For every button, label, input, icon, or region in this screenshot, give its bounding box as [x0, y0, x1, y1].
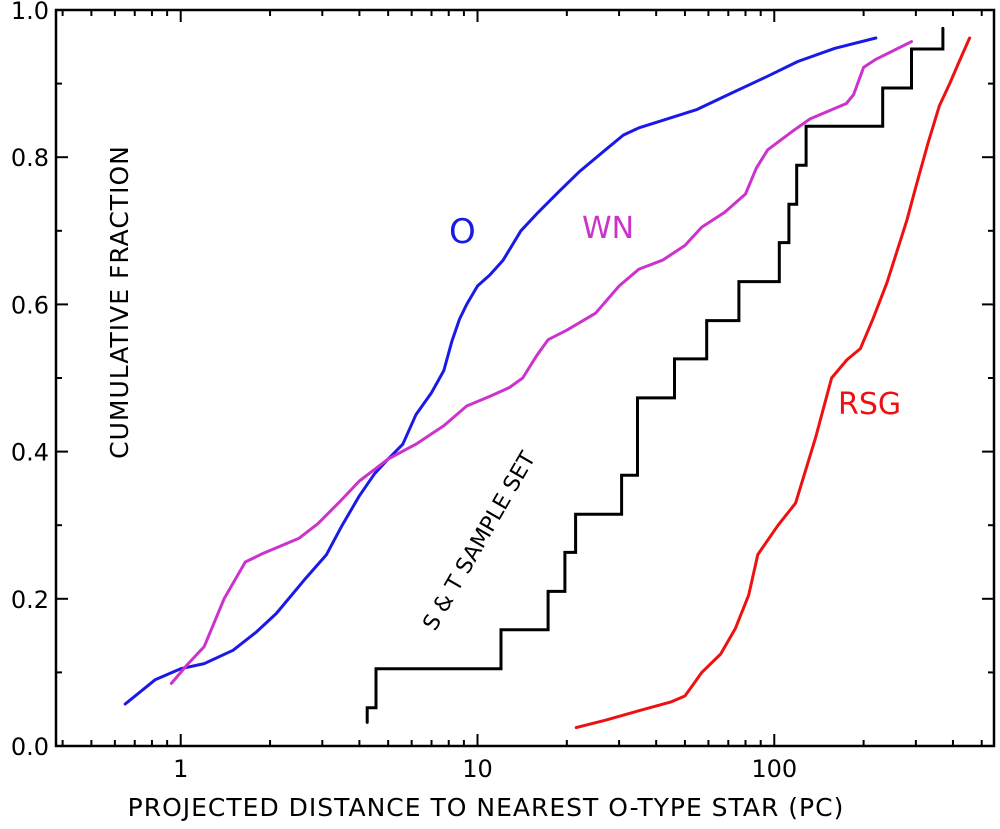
y-tick-label: 0.8 [11, 144, 49, 172]
x-axis-title: PROJECTED DISTANCE TO NEAREST O-TYPE STA… [128, 793, 845, 822]
y-tick-label: 0.2 [11, 586, 49, 614]
y-axis-title: CUMULATIVE FRACTION [105, 145, 134, 459]
y-tick-label: 0.0 [11, 733, 49, 761]
series-label-rsg: RSG [838, 387, 901, 422]
series-label-o: O [449, 212, 476, 252]
y-tick-label: 0.6 [11, 291, 49, 319]
series-line-s-t-sample-set [365, 26, 945, 724]
y-tick-label: 1.0 [11, 0, 49, 25]
series-label-wn: WN [582, 211, 634, 246]
series-layer [123, 26, 972, 730]
axis-ticks: 0.0 0.2 0.4 0.6 0.8 1.0 1 10 100 [11, 0, 994, 783]
series-label-sample-set: S & T SAMPLE SET [419, 447, 542, 635]
y-tick-label: 0.4 [11, 439, 49, 467]
series-line-rsg [574, 36, 972, 730]
x-tick-label: 1 [173, 755, 188, 783]
series-line-wn [169, 40, 913, 685]
series-line-o [123, 36, 878, 706]
plot-frame [54, 8, 996, 748]
x-tick-label: 100 [751, 755, 797, 783]
x-tick-label: 10 [462, 755, 493, 783]
